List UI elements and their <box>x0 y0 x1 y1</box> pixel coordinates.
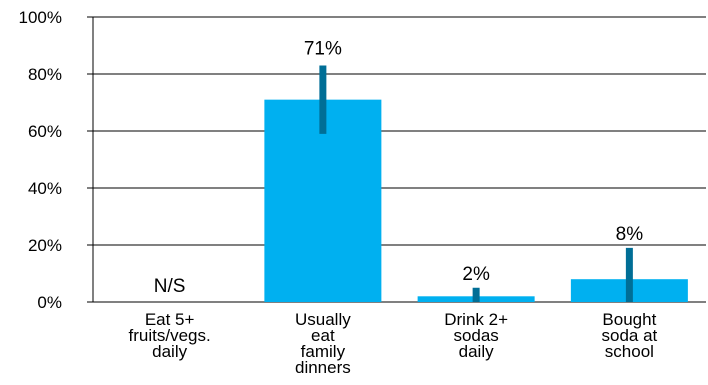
category-label: fruits/vegs. <box>129 326 211 345</box>
category-label: Usually <box>295 310 351 329</box>
data-label: 8% <box>616 224 644 245</box>
category-label: Drink 2+ <box>444 310 508 329</box>
category-label: soda at <box>601 326 657 345</box>
y-tick-label: 20% <box>28 236 62 255</box>
data-label: 2% <box>462 264 490 285</box>
data-label: 71% <box>304 39 342 60</box>
y-tick-label: 100% <box>19 8 62 27</box>
y-tick-label: 60% <box>28 122 62 141</box>
category-label: eat <box>311 326 335 345</box>
category-label: Bought <box>602 310 656 329</box>
category-label: sodas <box>453 326 498 345</box>
category-label: dinners <box>295 358 351 377</box>
category-label: daily <box>459 342 494 361</box>
y-tick-label: 0% <box>37 293 62 312</box>
category-label: daily <box>152 342 187 361</box>
y-tick-label: 80% <box>28 65 62 84</box>
data-label: N/S <box>154 276 186 297</box>
y-tick-label: 40% <box>28 179 62 198</box>
category-label: family <box>301 342 346 361</box>
category-label: Eat 5+ <box>145 310 195 329</box>
category-label: school <box>605 342 654 361</box>
